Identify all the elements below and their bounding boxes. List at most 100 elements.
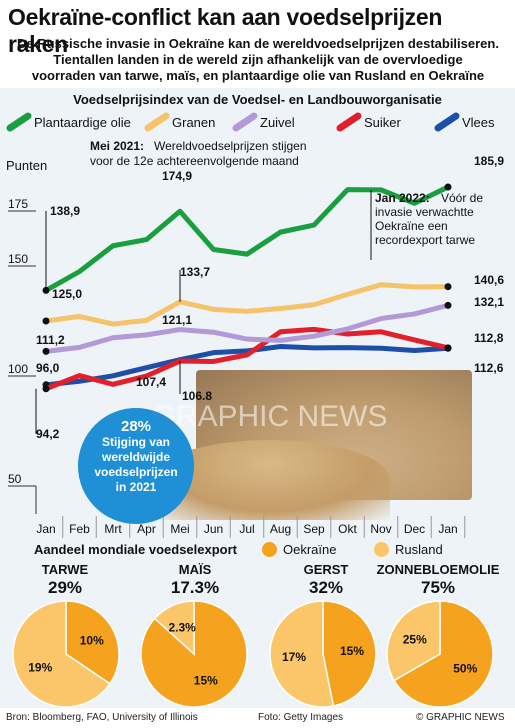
legend-swatch (374, 542, 389, 557)
pie-slice (393, 600, 494, 708)
data-label: 132,1 (474, 295, 504, 309)
pie-slice-label: 2.3% (168, 620, 196, 634)
x-tick-label: Nov (370, 522, 391, 536)
pie-slice (153, 600, 195, 656)
data-label: 112,6 (474, 361, 504, 375)
data-label: 96,0 (36, 361, 60, 375)
data-label: 185,9 (474, 154, 504, 168)
data-label: 94,2 (36, 427, 60, 441)
data-label: 174,9 (162, 169, 192, 183)
pie-slice-label: 19% (28, 661, 52, 675)
pie-slice-label: 17% (282, 650, 306, 664)
data-label: 106.8 (182, 389, 212, 403)
pie-total-gerst: 32% (308, 578, 344, 597)
pie-slice-label: 15% (194, 674, 218, 688)
data-label: 133,7 (180, 265, 210, 279)
data-point (42, 385, 50, 393)
growth-bubble: 28% Stijging van wereldwijde voedselprij… (78, 408, 194, 524)
data-point (444, 183, 452, 191)
pie-slice (12, 600, 111, 708)
pie-slice (269, 600, 335, 708)
subtitle-line: Tientallen landen in de wereld zijn afha… (53, 52, 463, 67)
legend-label: Plantaardige olie (34, 115, 131, 130)
legend-label: Granen (172, 115, 215, 130)
data-label: 121,1 (162, 313, 192, 327)
data-point (42, 347, 50, 355)
x-tick-label: Jan (36, 522, 55, 536)
x-tick-label: Jul (239, 522, 254, 536)
legend-rusland: Rusland (374, 542, 443, 557)
data-label: 111,2 (36, 333, 65, 347)
legend-swatch (434, 112, 460, 132)
series-line-suiker (43, 326, 451, 392)
y-tick-label: 100 (8, 362, 28, 376)
series-line-granen (43, 282, 451, 327)
legend-swatch (6, 112, 32, 132)
y-tick-label: 50 (8, 472, 22, 486)
pie-slice-label: 50% (453, 662, 477, 676)
data-label: 107,4 (136, 375, 166, 389)
y-axis-label: Punten (6, 158, 47, 173)
pie-total-tarwe: 29% (47, 578, 83, 597)
annotation-text: Mei 2021: (90, 139, 144, 153)
export-share-title: Aandeel mondiale voedselexport (34, 542, 238, 557)
bubble-line: voedselprijzen (94, 465, 178, 479)
legend-label: Rusland (395, 542, 443, 557)
x-tick-label: Aug (270, 522, 291, 536)
data-point (444, 301, 452, 309)
legend-label: Vlees (462, 115, 495, 130)
pie-title-zonnebloemolie: ZONNEBLOEMOLIE (376, 562, 500, 577)
legend-label: Suiker (364, 115, 402, 130)
legend-swatch (144, 112, 170, 132)
legend-label: Zuivel (260, 115, 295, 130)
pie-total-zonnebloemolie: 75% (420, 578, 456, 597)
legend-swatch (232, 112, 258, 132)
bubble-line: in 2021 (115, 480, 157, 494)
data-label: 140,6 (474, 273, 504, 287)
x-tick-label: Feb (69, 522, 90, 536)
series-line-zuivel (43, 302, 451, 354)
legend-swatch (262, 542, 277, 557)
y-tick-label: 150 (8, 252, 28, 266)
chart-title: Voedselprijsindex van de Voedsel- en Lan… (73, 92, 442, 107)
source-note: Bron: Bloomberg, FAO, University of Illi… (6, 712, 198, 723)
legend-oekraine: Oekraïne (262, 542, 336, 557)
annotation-text: Oekraïne een (375, 219, 448, 233)
y-tick-label: 175 (8, 197, 28, 211)
subtitle-line: De Russische invasie in Oekraïne kan de … (17, 36, 499, 51)
data-point (42, 317, 50, 325)
pie-slice-label: 10% (80, 633, 104, 647)
x-tick-label: Sep (303, 522, 325, 536)
copyright: © GRAPHIC NEWS (416, 712, 505, 723)
data-point (444, 344, 452, 352)
data-label: 125,0 (52, 287, 82, 301)
x-tick-label: Mrt (104, 522, 122, 536)
annotation-text: Jan 2022: (375, 191, 430, 205)
pie-title-mais: MAÏS (178, 562, 212, 577)
bubble-pct: 28% (120, 418, 152, 435)
x-tick-label: Okt (338, 522, 357, 536)
legend-swatch (336, 112, 362, 132)
line-chart: Plantaardige olie Granen Zuivel Suiker Vlees… (6, 112, 504, 538)
x-tick-label: Dec (404, 522, 425, 536)
page-title: Oekraïne-conflict kan aan voedselprijzen… (8, 4, 443, 57)
x-tick-label: Mei (170, 522, 189, 536)
x-tick-label: Jun (204, 522, 223, 536)
photo-credit: Foto: Getty Images (258, 712, 344, 723)
pie-title-tarwe: TARWE (41, 562, 89, 577)
series-line-vlees (43, 344, 451, 388)
data-point (444, 283, 452, 291)
pie-slice-label: 25% (403, 632, 427, 646)
pie-slice-label: 15% (340, 644, 364, 658)
pie-slice (322, 600, 377, 707)
series-line-plantaardige-olie (43, 184, 451, 293)
annotation-text: Wereldvoedselprijzen stijgen (154, 139, 307, 153)
pie-slice (386, 600, 441, 682)
annotation-text: Vóór de (441, 191, 483, 205)
annotation-text: invasie verwachtte (375, 205, 474, 219)
pie-title-gerst: GERST (303, 562, 349, 577)
page-subtitle: De Russische invasie in Oekraïne kan de … (8, 36, 508, 84)
legend-label: Oekraïne (283, 542, 337, 557)
annotation-text: voor de 12e achtereenvolgende maand (90, 154, 299, 168)
pie-charts: 10% 19% 15% 2.3% 15% 17% 50% 25% (12, 600, 494, 708)
